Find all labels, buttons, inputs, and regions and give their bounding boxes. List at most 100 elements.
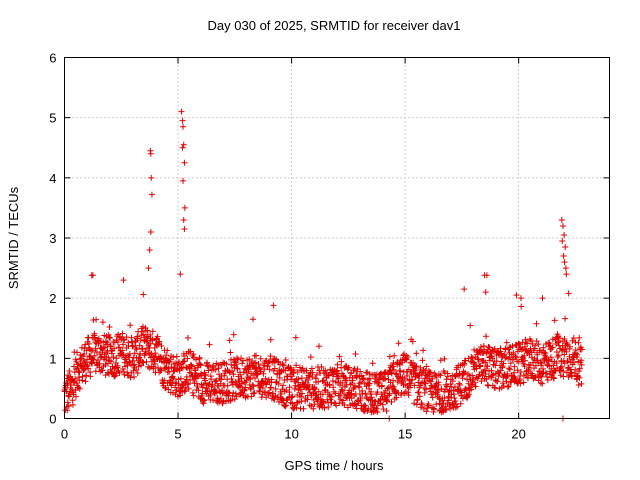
x-tick-label: 5	[174, 427, 181, 442]
data-point	[270, 302, 277, 309]
data-point	[483, 272, 490, 279]
data-point	[190, 392, 197, 399]
y-tick-label: 3	[49, 231, 56, 246]
data-point	[287, 376, 294, 383]
data-point	[566, 343, 573, 350]
data-point	[321, 405, 328, 412]
data-point	[489, 372, 496, 379]
data-point	[498, 350, 505, 357]
data-point	[131, 350, 138, 357]
data-point	[511, 374, 518, 381]
data-point	[522, 339, 529, 346]
data-point	[348, 380, 355, 387]
data-point	[578, 361, 585, 368]
data-point	[299, 390, 306, 397]
data-point	[507, 366, 514, 373]
data-point	[172, 384, 179, 391]
y-tick-label: 5	[49, 111, 56, 126]
data-point	[521, 352, 528, 359]
data-point	[420, 347, 427, 354]
data-point	[553, 348, 560, 355]
data-point	[336, 353, 343, 360]
data-point	[414, 396, 421, 403]
data-point	[484, 382, 491, 389]
data-point	[334, 367, 341, 374]
data-point	[64, 399, 71, 406]
data-point	[124, 369, 131, 376]
data-point	[512, 353, 519, 360]
data-point	[230, 371, 237, 378]
data-point	[102, 361, 109, 368]
data-point	[559, 238, 566, 245]
data-point	[519, 358, 526, 365]
data-point	[201, 397, 208, 404]
data-point	[252, 359, 259, 366]
data-point	[136, 342, 143, 349]
data-point	[282, 403, 289, 410]
x-tick-label: 15	[398, 427, 412, 442]
data-point	[464, 392, 471, 399]
data-point	[186, 349, 193, 356]
data-point	[338, 358, 345, 365]
data-point	[264, 363, 271, 370]
data-point	[223, 360, 230, 367]
data-point	[197, 361, 204, 368]
data-point	[474, 356, 481, 363]
data-point	[291, 385, 298, 392]
data-point	[517, 369, 524, 376]
data-point	[225, 390, 232, 397]
data-point	[383, 407, 390, 414]
data-point	[502, 355, 509, 362]
data-point	[413, 363, 420, 370]
data-point	[372, 375, 379, 382]
data-point	[178, 108, 185, 115]
data-point	[183, 373, 190, 380]
data-point	[177, 375, 184, 382]
data-point	[307, 389, 314, 396]
data-point	[237, 383, 244, 390]
data-point	[96, 360, 103, 367]
data-point	[193, 380, 200, 387]
data-point	[143, 358, 150, 365]
x-tick-label: 20	[511, 427, 525, 442]
data-point	[112, 372, 119, 379]
data-point	[247, 376, 254, 383]
data-point	[165, 386, 172, 393]
data-point	[110, 354, 117, 361]
data-point	[268, 376, 275, 383]
data-point	[563, 348, 570, 355]
data-point	[463, 376, 470, 383]
data-point	[245, 375, 252, 382]
data-point	[316, 343, 323, 350]
data-point	[437, 357, 444, 364]
data-point	[549, 344, 556, 351]
data-point	[150, 363, 157, 370]
data-point	[180, 216, 187, 223]
data-point	[467, 358, 474, 365]
data-point	[415, 389, 422, 396]
data-point	[66, 368, 73, 375]
data-point	[483, 333, 490, 340]
data-point	[184, 355, 191, 362]
data-point	[334, 361, 341, 368]
data-point	[374, 409, 381, 416]
data-point	[90, 356, 97, 363]
data-point	[173, 353, 180, 360]
data-point	[379, 401, 386, 408]
data-point	[352, 351, 359, 358]
data-point	[534, 351, 541, 358]
y-tick-label: 4	[49, 171, 56, 186]
data-point	[499, 380, 506, 387]
data-point	[558, 363, 565, 370]
data-point	[207, 392, 214, 399]
data-point	[571, 359, 578, 366]
data-point	[111, 373, 118, 380]
data-point	[325, 404, 332, 411]
data-point	[266, 389, 273, 396]
data-point	[211, 390, 218, 397]
data-point	[256, 387, 263, 394]
data-point	[445, 388, 452, 395]
data-point	[148, 174, 155, 181]
data-point	[389, 363, 396, 370]
data-point	[517, 380, 524, 387]
